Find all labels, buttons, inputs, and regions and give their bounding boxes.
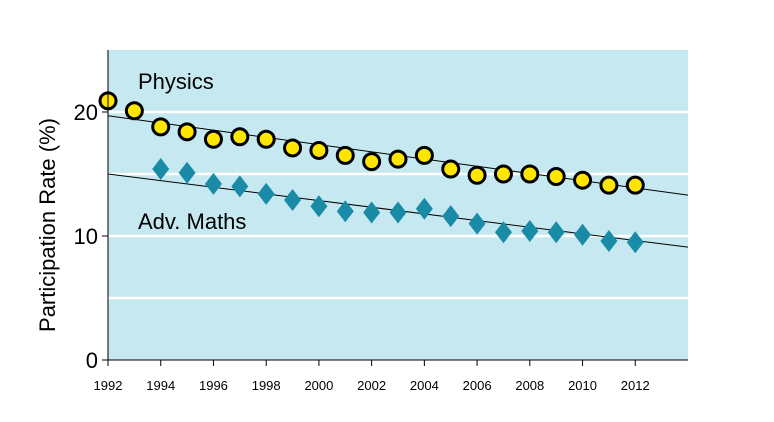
x-tick-label: 1992 — [94, 378, 123, 393]
adv-maths-point — [178, 161, 196, 184]
adv-maths-point — [257, 182, 275, 205]
y-tick-label: 10 — [74, 224, 98, 249]
physics-point — [124, 101, 144, 121]
adv-maths-point — [521, 220, 539, 243]
x-tick-label: 2012 — [621, 378, 650, 393]
physics-point — [599, 175, 619, 195]
adv-maths-point — [310, 195, 328, 218]
annotation-physics: Physics — [138, 69, 214, 94]
physics-point — [256, 129, 276, 149]
adv-maths-point — [389, 201, 407, 224]
adv-maths-point — [442, 205, 460, 228]
adv-maths-point — [494, 221, 512, 244]
x-tick-label: 1994 — [146, 378, 175, 393]
adv-maths-point — [468, 212, 486, 235]
physics-point — [283, 138, 303, 158]
physics-point — [177, 122, 197, 142]
adv-maths-point — [363, 201, 381, 224]
physics-point — [388, 149, 408, 169]
physics-point — [546, 166, 566, 186]
gridlines — [108, 110, 688, 300]
x-tick-label: 2006 — [463, 378, 492, 393]
physics-point — [362, 152, 382, 172]
physics-point — [493, 164, 513, 184]
physics-point — [230, 127, 250, 147]
physics-point — [203, 129, 223, 149]
physics-point — [573, 170, 593, 190]
x-tick-label: 2002 — [357, 378, 386, 393]
axes — [102, 50, 688, 366]
y-tick-label: 20 — [74, 100, 98, 125]
data-markers — [98, 91, 645, 254]
y-axis-label: Participation Rate (%) — [35, 118, 60, 332]
x-tick-label: 2000 — [304, 378, 333, 393]
physics-point — [309, 140, 329, 160]
adv-maths-point — [231, 175, 249, 198]
tick-labels: 0 10 20 1992 1994 1996 1998 2000 2002 2004 2006 200… — [74, 100, 650, 393]
physics-point — [520, 164, 540, 184]
adv-maths-point — [547, 221, 565, 244]
adv-maths-point — [284, 189, 302, 212]
physics-point — [467, 165, 487, 185]
adv-maths-point — [626, 231, 644, 254]
annotation-adv-maths: Adv. Maths — [138, 209, 246, 234]
physics-point — [441, 159, 461, 179]
adv-maths-point — [415, 197, 433, 220]
x-tick-label: 1998 — [252, 378, 281, 393]
physics-point — [625, 175, 645, 195]
physics-point — [151, 117, 171, 137]
physics-point — [414, 145, 434, 165]
adv-maths-point — [600, 229, 618, 252]
x-tick-label: 1996 — [199, 378, 228, 393]
x-tick-label: 2004 — [410, 378, 439, 393]
adv-maths-point — [336, 200, 354, 223]
adv-maths-point — [574, 223, 592, 246]
adv-maths-point — [152, 158, 170, 181]
adv-maths-point — [204, 172, 222, 195]
x-tick-label: 2008 — [515, 378, 544, 393]
y-tick-label: 0 — [86, 348, 98, 373]
x-tick-label: 2010 — [568, 378, 597, 393]
physics-point — [335, 145, 355, 165]
